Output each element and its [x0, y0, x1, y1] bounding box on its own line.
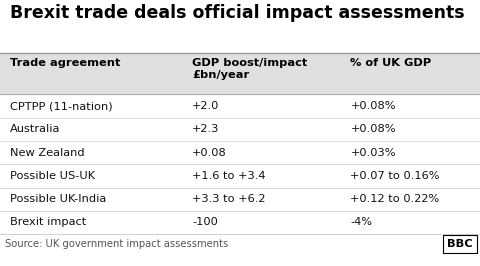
Text: +2.3: +2.3 [192, 124, 219, 134]
Text: Trade agreement: Trade agreement [10, 58, 120, 68]
Text: +0.12 to 0.22%: +0.12 to 0.22% [350, 194, 440, 204]
Text: Brexit trade deals official impact assessments: Brexit trade deals official impact asses… [10, 4, 464, 22]
Bar [0, 53, 480, 94]
Text: Possible US-UK: Possible US-UK [10, 171, 95, 181]
Text: CPTPP (11-nation): CPTPP (11-nation) [10, 101, 112, 111]
Text: BBC: BBC [447, 239, 473, 250]
Text: -4%: -4% [350, 217, 372, 227]
Text: GDP boost/impact
£bn/year: GDP boost/impact £bn/year [192, 58, 307, 80]
Text: +0.08: +0.08 [192, 148, 227, 158]
Text: +0.03%: +0.03% [350, 148, 396, 158]
Text: % of UK GDP: % of UK GDP [350, 58, 432, 68]
Text: +0.07 to 0.16%: +0.07 to 0.16% [350, 171, 440, 181]
Text: +3.3 to +6.2: +3.3 to +6.2 [192, 194, 265, 204]
Text: Source: UK government impact assessments: Source: UK government impact assessments [5, 239, 228, 250]
Text: Australia: Australia [10, 124, 60, 134]
Text: +0.08%: +0.08% [350, 101, 396, 111]
Text: +1.6 to +3.4: +1.6 to +3.4 [192, 171, 265, 181]
Text: +0.08%: +0.08% [350, 124, 396, 134]
Text: New Zealand: New Zealand [10, 148, 84, 158]
Text: Possible UK-India: Possible UK-India [10, 194, 106, 204]
Text: -100: -100 [192, 217, 218, 227]
Text: Brexit impact: Brexit impact [10, 217, 86, 227]
Text: +2.0: +2.0 [192, 101, 219, 111]
